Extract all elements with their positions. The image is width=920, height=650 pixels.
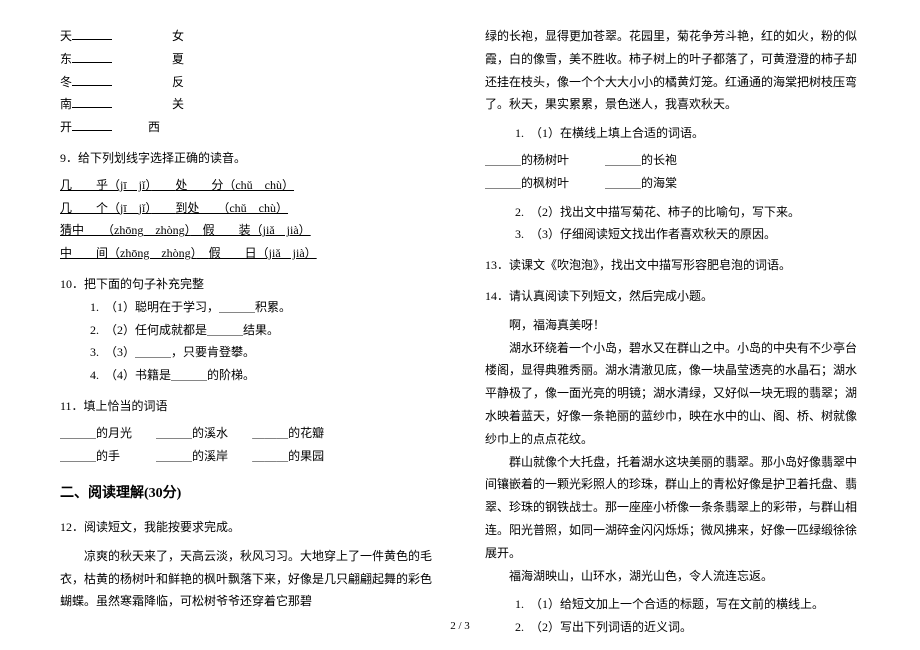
q12-sub1-rows: ＿＿＿的杨树叶 ＿＿＿的长袍 ＿＿＿的枫树叶 ＿＿＿的海棠 — [485, 149, 860, 195]
q9-r: 假 日（jiǎ jià） — [209, 246, 317, 260]
q9-rows: 几 乎（jī jǐ） 处 分（chǔ chù） 几 个（jī jǐ） 到处 （c… — [60, 174, 435, 265]
right-column: 绿的长袍，显得更加苍翠。花园里，菊花争芳斗艳，红的如火，粉的似霞，白的像雪，美不… — [485, 25, 860, 610]
pair-a: 南 — [60, 97, 72, 111]
q14-p3: 群山就像个大托盘，托着湖水这块美丽的翡翠。那小岛好像翡翠中间镶嵌着的一颗光彩照人… — [485, 451, 860, 565]
q11-rows: ＿＿＿的月光 ＿＿＿的溪水 ＿＿＿的花瓣 ＿＿＿的手 ＿＿＿的溪岸 ＿＿＿的果园 — [60, 422, 435, 468]
q10-item: 2. （2）任何成就都是＿＿＿结果。 — [90, 319, 435, 342]
q12s1-cell: ＿＿＿的杨树叶 — [485, 153, 569, 167]
pair-a: 开 — [60, 120, 72, 134]
q12s1-cell: ＿＿＿的海棠 — [605, 176, 677, 190]
pair-b: 夏 — [172, 52, 184, 66]
q9-l: 几 个（jī jǐ） — [60, 201, 151, 215]
q12-sub3: 3. （3）仔细阅读短文找出作者喜欢秋天的原因。 — [485, 223, 860, 246]
pair-b: 女 — [172, 29, 184, 43]
q9-r: 假 装（jiǎ jià） — [203, 223, 311, 237]
q10-item: 1. （1）聪明在于学习，＿＿＿积累。 — [90, 296, 435, 319]
q14-p2: 湖水环绕着一个小岛，碧水又在群山之中。小岛的中央有不少亭台楼阁，显得典雅秀丽。湖… — [485, 337, 860, 451]
q11-cell: ＿＿＿的果园 — [252, 449, 324, 463]
q10-item: 3. （3）＿＿＿，只要肯登攀。 — [90, 341, 435, 364]
q10-item: 4. （4）书籍是＿＿＿的阶梯。 — [90, 364, 435, 387]
pair-a: 东 — [60, 52, 72, 66]
q14-title: 14．请认真阅读下列短文，然后完成小题。 — [485, 285, 860, 308]
q12-p1: 凉爽的秋天来了，天高云淡，秋风习习。大地穿上了一件黄色的毛衣，枯黄的杨树叶和鲜艳… — [60, 545, 435, 613]
q13: 13．读课文《吹泡泡》，找出文中描写形容肥皂泡的词语。 — [485, 254, 860, 277]
q9-l: 几 乎（jī jǐ） — [60, 178, 151, 192]
q10-title: 10．把下面的句子补充完整 — [60, 273, 435, 296]
word-pairs: 天 女 东 夏 冬 反 南 关 开 西 — [60, 25, 435, 139]
pair-a: 冬 — [60, 75, 72, 89]
q10-items: 1. （1）聪明在于学习，＿＿＿积累。 2. （2）任何成就都是＿＿＿结果。 3… — [60, 296, 435, 387]
q12-title: 12．阅读短文，我能按要求完成。 — [60, 516, 435, 539]
q12-sub1-title: 1. （1）在横线上填上合适的词语。 — [485, 122, 860, 145]
pair-a: 天 — [60, 29, 72, 43]
q11-cell: ＿＿＿的花瓣 — [252, 426, 324, 440]
q14-sub1: 1. （1）给短文加上一个合适的标题，写在文前的横线上。 — [485, 593, 860, 616]
q9-r: 处 分（chǔ chù） — [175, 178, 294, 192]
pair-b: 西 — [148, 120, 160, 134]
q12-cont: 绿的长袍，显得更加苍翠。花园里，菊花争芳斗艳，红的如火，粉的似霞，白的像雪，美不… — [485, 25, 860, 116]
q9-title: 9．给下列划线字选择正确的读音。 — [60, 147, 435, 170]
pair-b: 关 — [172, 97, 184, 111]
q14-p4: 福海湖映山，山环水，湖光山色，令人流连忘返。 — [485, 565, 860, 588]
q12s1-cell: ＿＿＿的长袍 — [605, 153, 677, 167]
q9-l: 中 间（zhōng zhòng） — [60, 246, 197, 260]
q11-cell: ＿＿＿的手 — [60, 449, 120, 463]
pair-b: 反 — [172, 75, 184, 89]
q12s1-cell: ＿＿＿的枫树叶 — [485, 176, 569, 190]
q12-sub2: 2. （2）找出文中描写菊花、柿子的比喻句，写下来。 — [485, 201, 860, 224]
q14-sub2: 2. （2）写出下列词语的近义词。 — [485, 616, 860, 639]
q14-p1: 啊，福海真美呀！ — [485, 314, 860, 337]
q11-cell: ＿＿＿的月光 — [60, 426, 132, 440]
section-2-title: 二、阅读理解(30分) — [60, 481, 435, 508]
q11-cell: ＿＿＿的溪岸 — [156, 449, 228, 463]
q11-cell: ＿＿＿的溪水 — [156, 426, 228, 440]
left-column: 天 女 东 夏 冬 反 南 关 开 西 9．给下列划线字选择正确的读音。 几 乎… — [60, 25, 435, 610]
q11-title: 11．填上恰当的词语 — [60, 395, 435, 418]
q9-l: 猜中 （zhōng zhòng） — [60, 223, 191, 237]
q9-r: 到处 （chǔ chù） — [175, 201, 288, 215]
